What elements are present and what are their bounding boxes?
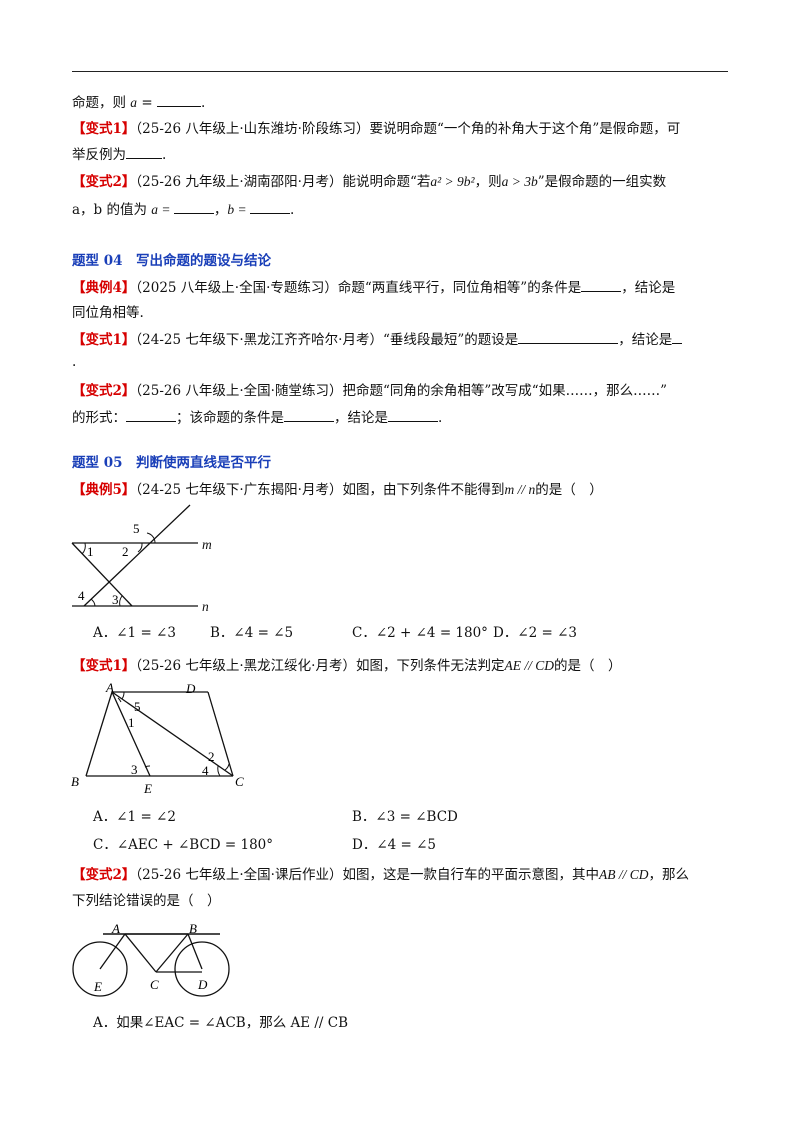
point-label-E: E bbox=[93, 979, 102, 994]
answer-blank[interactable] bbox=[126, 144, 162, 159]
answer-blank[interactable] bbox=[156, 92, 201, 107]
line-label-m: m bbox=[202, 537, 212, 552]
angle-label-4: 4 bbox=[202, 763, 209, 778]
option-b[interactable]: B．∠3 = ∠BCD bbox=[352, 809, 458, 825]
variant-1-a-cont: 举反例为. bbox=[72, 144, 732, 165]
option-a[interactable]: A．∠1 = ∠3 bbox=[93, 625, 176, 641]
point-label-A: A bbox=[111, 921, 120, 936]
option-d[interactable]: D．∠4 = ∠5 bbox=[352, 837, 437, 853]
angle-label-1: 1 bbox=[87, 544, 94, 559]
angle-label-5: 5 bbox=[134, 699, 141, 714]
header-rule bbox=[72, 71, 728, 72]
angle-label-1: 1 bbox=[128, 715, 135, 730]
answer-blank[interactable] bbox=[284, 407, 334, 422]
angle-label-3: 3 bbox=[131, 762, 138, 777]
figure-trapezoid: A D 5 1 2 3 4 B E C bbox=[71, 680, 244, 796]
point-label-E: E bbox=[143, 781, 152, 796]
option-d[interactable]: D．∠2 = ∠3 bbox=[493, 625, 578, 641]
variant-1-b: 【变式1】（24-25 七年级下·黑龙江齐齐哈尔·月考）“垂线段最短”的题设是，… bbox=[72, 329, 732, 350]
variant-2-c-cont: 下列结论错误的是（ ） bbox=[72, 893, 221, 909]
angle-label-3: 3 bbox=[112, 592, 119, 607]
variant-2-b: 【变式2】（25-26 八年级上·全国·随堂练习）把命题“同角的余角相等”改写成… bbox=[72, 383, 668, 399]
section-heading-05: 题型 05 判断使两直线是否平行 bbox=[72, 455, 271, 471]
point-label-C: C bbox=[150, 977, 159, 992]
angle-label-2: 2 bbox=[208, 749, 215, 764]
variant-1-b-cont: . bbox=[72, 354, 77, 370]
answer-blank[interactable] bbox=[126, 407, 176, 422]
variant-2-b-cont: 的形式： ；该命题的条件是 ，结论是. bbox=[72, 407, 732, 428]
answer-blank[interactable] bbox=[250, 199, 291, 214]
section-heading-04: 题型 04 写出命题的题设与结论 bbox=[72, 253, 271, 269]
angle-label-2: 2 bbox=[122, 544, 129, 559]
angle-label-5: 5 bbox=[133, 521, 140, 536]
point-label-A: A bbox=[105, 680, 114, 695]
option-a[interactable]: A．如果∠EAC = ∠ACB，那么 AE // CB bbox=[93, 1015, 349, 1031]
figure-bicycle: A B C D E bbox=[72, 921, 230, 997]
answer-blank[interactable] bbox=[672, 329, 683, 344]
line-label-n: n bbox=[202, 599, 209, 614]
example-4-cont: 同位角相等. bbox=[72, 305, 144, 321]
angle-label-4: 4 bbox=[78, 588, 85, 603]
answer-blank[interactable] bbox=[173, 199, 214, 214]
answer-blank[interactable] bbox=[518, 329, 619, 344]
point-label-D: D bbox=[185, 681, 196, 696]
option-c[interactable]: C．∠AEC + ∠BCD = 180° bbox=[93, 837, 274, 853]
point-label-B: B bbox=[71, 774, 79, 789]
text-line: 命题，则 a = . bbox=[72, 92, 732, 113]
answer-blank[interactable] bbox=[581, 277, 622, 292]
variant-2-a: 【变式2】（25-26 九年级上·湖南邵阳·月考）能说明命题“若a² > 9b²… bbox=[72, 174, 667, 190]
point-label-C: C bbox=[235, 774, 244, 789]
point-label-D: D bbox=[197, 977, 208, 992]
point-label-B: B bbox=[189, 921, 197, 936]
variant-2-c: 【变式2】（25-26 七年级上·全国·课后作业）如图，这是一款自行车的平面示意… bbox=[72, 867, 689, 883]
option-b[interactable]: B．∠4 = ∠5 bbox=[210, 625, 294, 641]
variant-1-c: 【变式1】（25-26 七年级上·黑龙江绥化·月考）如图，下列条件无法判定AE … bbox=[72, 658, 622, 674]
answer-blank[interactable] bbox=[388, 407, 438, 422]
figure-parallel-lines: 5 1 2 4 3 bbox=[71, 504, 198, 607]
example-5: 【典例5】（24-25 七年级下·广东揭阳·月考）如图，由下列条件不能得到m /… bbox=[72, 482, 603, 498]
option-c[interactable]: C．∠2 + ∠4 = 180° bbox=[352, 625, 488, 641]
variant-2-a-cont: a，b 的值为 a = ，b = . bbox=[72, 199, 732, 220]
option-a[interactable]: A．∠1 = ∠2 bbox=[93, 809, 176, 825]
example-4: 【典例4】（2025 八年级上·全国·专题练习）命题“两直线平行，同位角相等”的… bbox=[72, 277, 732, 298]
variant-1-a: 【变式1】（25-26 八年级上·山东潍坊·阶段练习）要说明命题“一个角的补角大… bbox=[72, 121, 681, 137]
